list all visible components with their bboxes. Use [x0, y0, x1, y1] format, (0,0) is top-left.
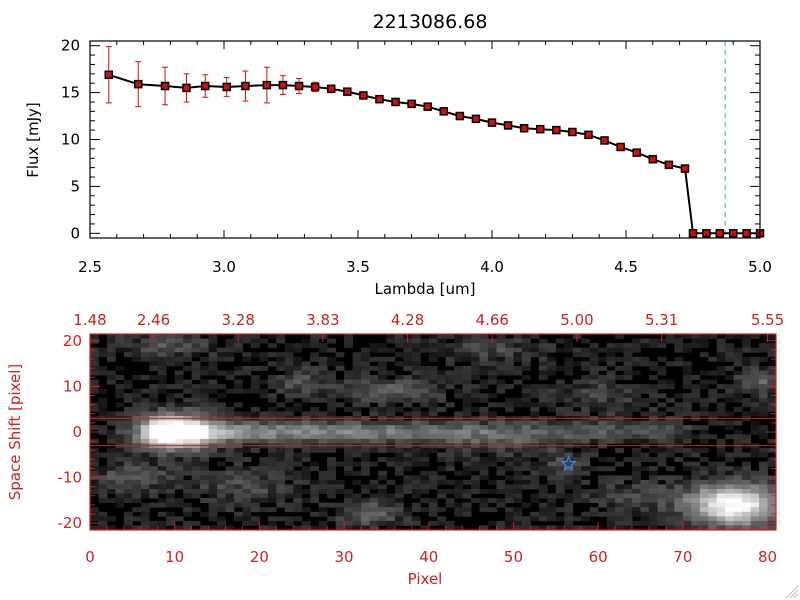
y-tick-label: 20: [61, 37, 80, 55]
data-point: [182, 83, 191, 93]
data-point: [262, 80, 272, 90]
spectral-image-overlays: [90, 417, 776, 471]
x-tick-label: 3.5: [346, 258, 370, 276]
data-point: [535, 124, 545, 134]
data-point: [519, 123, 529, 133]
spectrum-x-ticks: 2.5 3.0 3.5 4.0 4.5 5.0: [78, 41, 772, 276]
y-tick-label: 10: [61, 131, 80, 149]
data-point: [455, 111, 465, 121]
star-marker-icon: [560, 455, 577, 471]
resize-grip-icon[interactable]: [785, 585, 799, 599]
spectrum-x-axis-label: Lambda [um]: [375, 280, 476, 298]
y-tick-label: 0: [72, 423, 82, 441]
spectrum-plot: [104, 41, 765, 238]
top-tick-label: 4.28: [391, 311, 424, 329]
data-point: [471, 114, 481, 124]
data-point: [294, 81, 304, 91]
data-point: [616, 142, 625, 152]
spectrum-y-axis-label: Flux [mJy]: [24, 102, 42, 178]
data-point: [632, 148, 641, 157]
data-point: [326, 84, 336, 94]
image-x-ticks: 0 10 20 30 40 50 60 70 80: [85, 522, 777, 566]
data-point: [568, 127, 577, 137]
x-tick-label: 30: [335, 548, 354, 566]
image-top-wavelength-ticks: 1.48 2.46 3.28 3.83 4.28 4.66 5.00 5.31 5.55: [73, 311, 784, 342]
spectrum-y-ticks: 0 5 10 15 20: [61, 37, 760, 242]
x-tick-label: 40: [419, 548, 438, 566]
spectrum-axes-frame: [89, 40, 761, 239]
x-tick-label: 50: [504, 548, 523, 566]
x-tick-label: 70: [673, 548, 692, 566]
spectrum-title: 2213086.68: [373, 11, 488, 33]
data-point: [423, 102, 432, 111]
data-point: [200, 81, 210, 91]
data-point: [278, 80, 288, 90]
x-tick-label: 2.5: [78, 258, 102, 276]
y-tick-label: 5: [70, 177, 80, 195]
x-tick-label: 4.5: [614, 258, 638, 276]
data-point: [222, 82, 231, 92]
top-tick-label: 5.55: [751, 311, 784, 329]
data-point: [391, 97, 400, 107]
top-tick-label: 3.28: [222, 311, 255, 329]
data-point: [343, 87, 352, 96]
y-tick-label: 20: [63, 332, 82, 350]
flux-series-line: [108, 73, 760, 235]
data-point: [160, 81, 170, 91]
image-x-axis-label: Pixel: [408, 570, 443, 588]
data-point: [133, 79, 143, 89]
data-point: [487, 118, 497, 127]
top-tick-label: 5.00: [560, 311, 593, 329]
data-point: [584, 130, 593, 140]
top-tick-label: 4.66: [476, 311, 509, 329]
data-point: [648, 154, 658, 164]
top-tick-label: 1.48: [73, 311, 106, 329]
y-tick-label: 15: [61, 84, 80, 102]
top-tick-label: 5.31: [645, 311, 678, 329]
data-point: [104, 70, 114, 80]
data-point: [439, 107, 449, 116]
y-tick-label: -20: [58, 514, 83, 532]
x-tick-label: 0: [85, 548, 95, 566]
x-tick-label: 60: [589, 548, 608, 566]
data-point: [241, 81, 250, 91]
data-point: [688, 229, 698, 238]
data-point: [715, 229, 725, 238]
y-tick-label: -10: [58, 469, 83, 487]
data-point: [375, 94, 384, 104]
data-point: [680, 164, 690, 173]
data-point: [552, 125, 561, 135]
top-tick-label: 3.83: [306, 311, 339, 329]
data-point: [503, 121, 513, 130]
x-tick-label: 10: [165, 548, 184, 566]
data-point: [742, 229, 751, 238]
data-point: [407, 99, 416, 109]
image-y-axis-label: Space Shift [pixel]: [6, 364, 24, 501]
image-y-ticks: 20 10 0 -10 -20: [58, 332, 776, 532]
x-tick-label: 3.0: [212, 258, 236, 276]
top-tick-label: 2.46: [137, 311, 170, 329]
spectral-image: [90, 334, 777, 531]
x-tick-label: 80: [758, 548, 777, 566]
x-tick-label: 5.0: [748, 258, 772, 276]
data-point: [664, 160, 674, 170]
y-tick-label: 10: [63, 377, 82, 395]
data-point: [310, 82, 320, 92]
y-tick-label: 0: [70, 224, 80, 242]
data-point: [600, 136, 609, 145]
x-tick-label: 20: [250, 548, 269, 566]
x-tick-label: 4.0: [480, 258, 504, 276]
data-point: [359, 91, 368, 100]
